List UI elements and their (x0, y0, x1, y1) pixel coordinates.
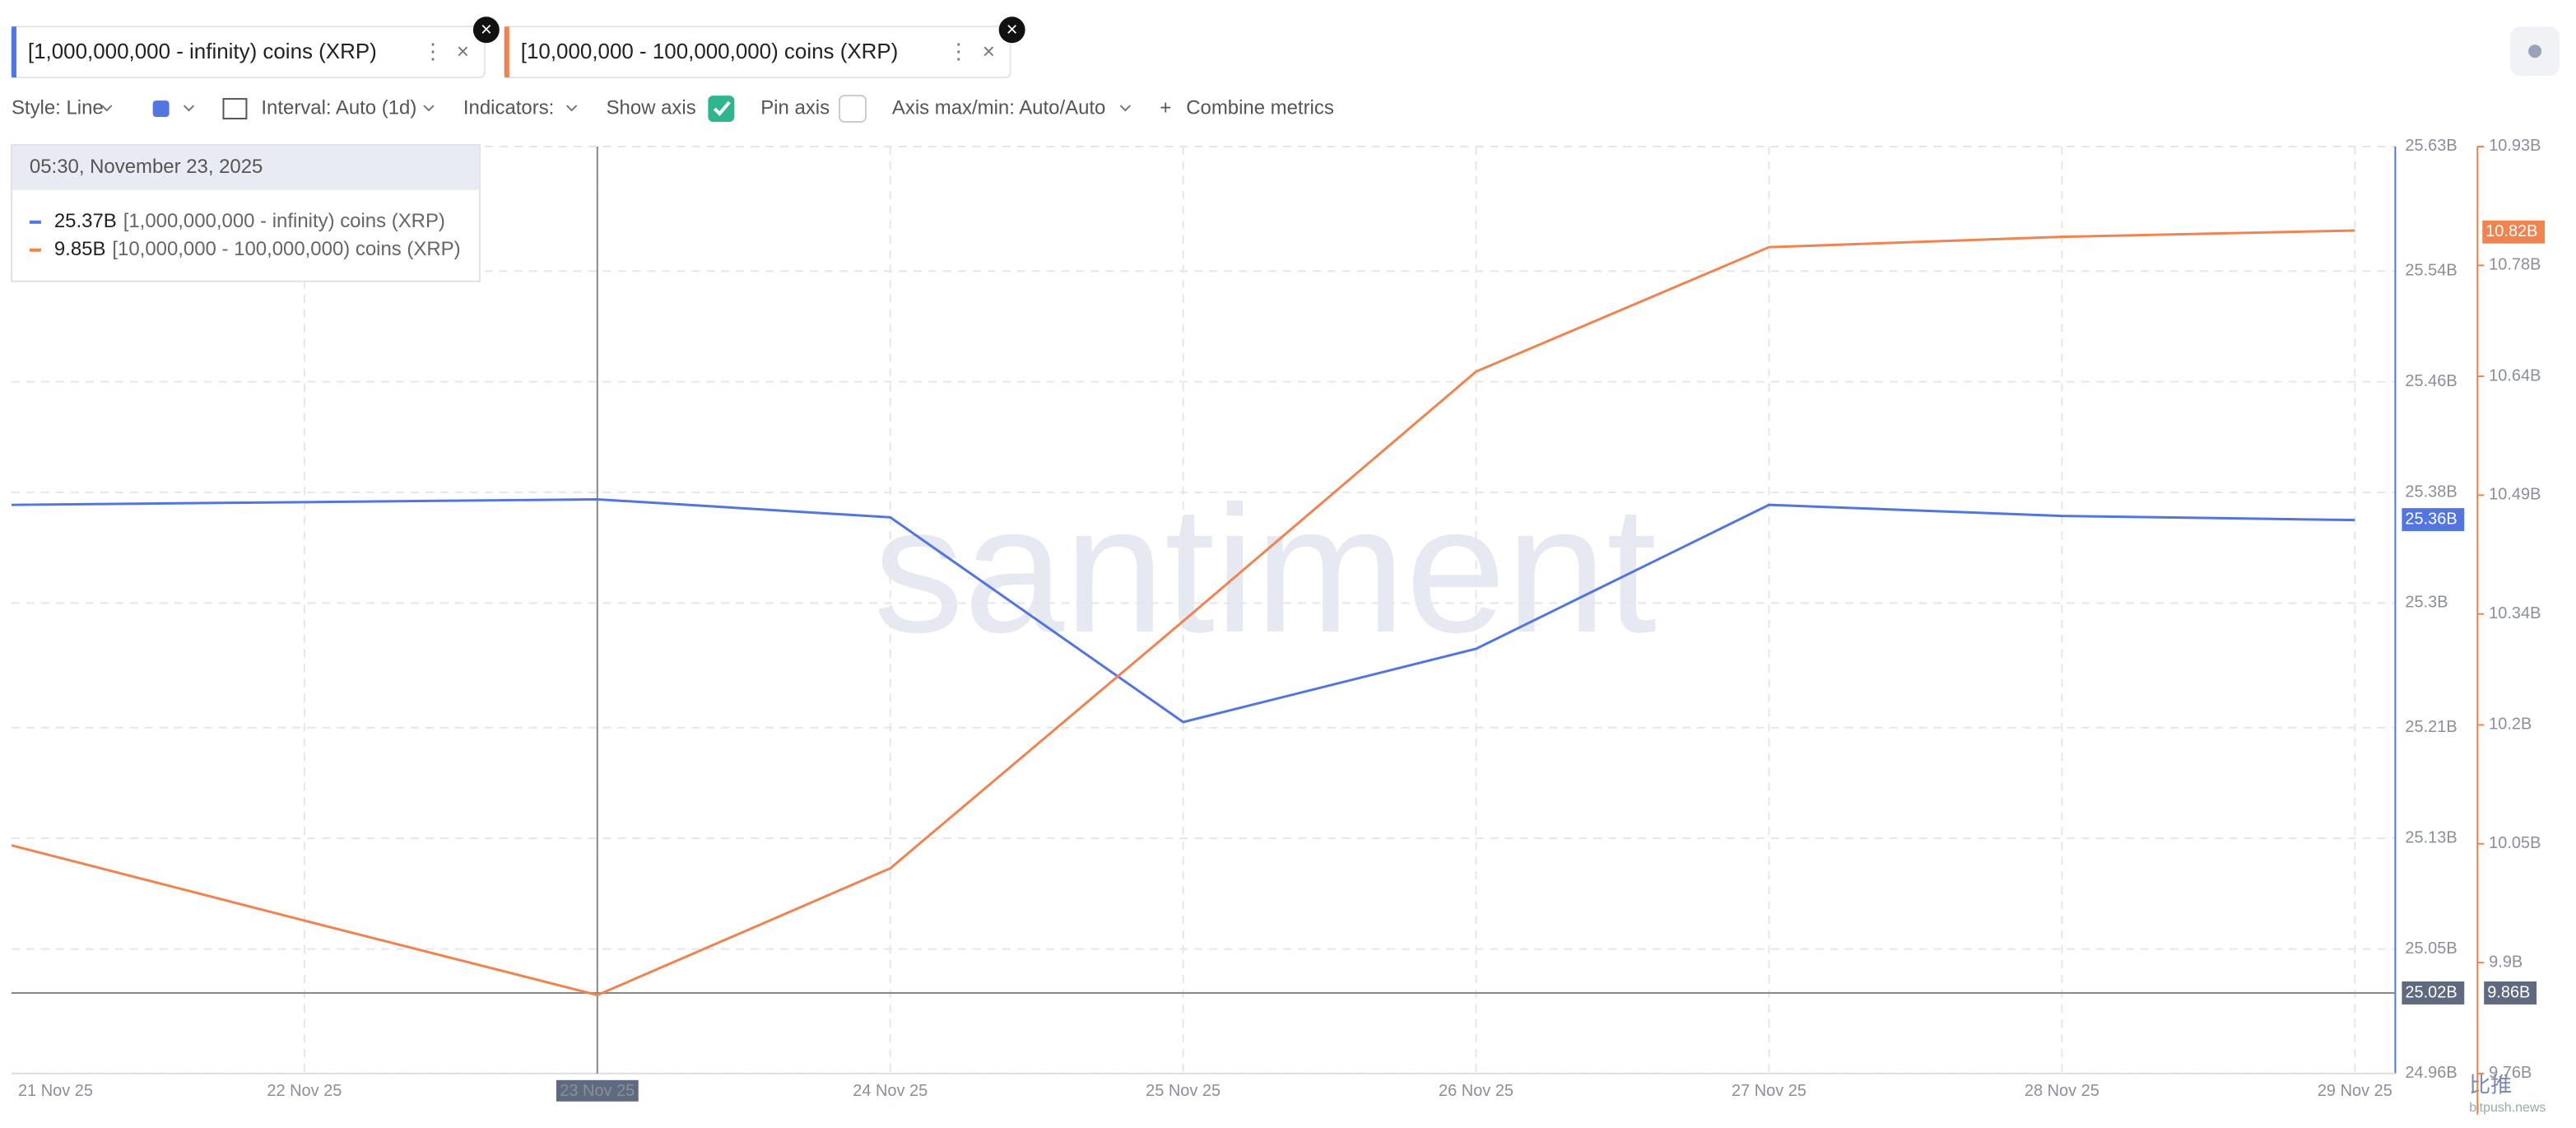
brand-url: bitpush.news (2469, 1101, 2546, 1115)
toolbar-item[interactable]: Pin axis (760, 96, 830, 119)
y2-tick-label: 9.76B (2489, 1064, 2532, 1082)
tab-close-x: × (481, 19, 492, 41)
tab-menu: ⋮ (422, 40, 444, 63)
y2-tick-label: 10.49B (2489, 486, 2541, 504)
x-tick-label: 28 Nov 25 (2025, 1082, 2099, 1100)
y-tick-label: 25.3B (2405, 594, 2448, 612)
toolbar-item[interactable]: Interval: Auto (1d) (261, 96, 416, 119)
y-tick-label: 24.96B (2405, 1064, 2457, 1082)
tooltip-date: 05:30, November 23, 2025 (30, 156, 263, 178)
x-tick-label: 29 Nov 25 (2318, 1082, 2392, 1100)
axis-value-label: 9.86B (2487, 983, 2530, 1001)
x-label-highlight (556, 1079, 639, 1102)
series-line (11, 497, 2355, 724)
interval-icon (222, 98, 248, 120)
toolbar-item[interactable]: Combine metrics (1186, 96, 1334, 119)
axis-value-label: 25.02B (2405, 983, 2457, 1001)
axis-value-box (2402, 981, 2465, 1004)
tooltip-header (12, 145, 479, 190)
axis-value-box (2482, 220, 2546, 244)
toolbar-item[interactable]: Style: Line (12, 96, 104, 119)
dropdown-caret (183, 105, 195, 112)
y2-tick-label: 10.93B (2489, 137, 2541, 155)
tab-label: [10,000,000 - 100,000,000) coins (XRP) (521, 40, 899, 63)
y-tick-label: 25.21B (2405, 718, 2457, 736)
y-tick-label: 25.46B (2405, 372, 2457, 390)
y2-tick-label: 10.78B (2489, 256, 2541, 274)
show-axis-checkbox[interactable] (708, 96, 735, 123)
axis-value-label: 10.82B (2485, 222, 2537, 240)
toolbar-item[interactable]: Show axis (607, 96, 696, 119)
x-tick-label: 21 Nov 25 (18, 1082, 93, 1100)
pin-axis-checkbox[interactable] (839, 95, 867, 124)
tab-close[interactable] (998, 16, 1025, 44)
axis-value-label: 25.36B (2405, 510, 2457, 528)
y-tick-label: 25.54B (2405, 261, 2457, 279)
tab-menu: ⋮ (948, 40, 969, 63)
x-tick-label: 26 Nov 25 (1439, 1082, 1514, 1100)
watermark: santiment (873, 468, 1657, 670)
x-tick-label: 25 Nov 25 (1146, 1082, 1221, 1100)
series-line (11, 229, 2355, 997)
y-tick-label: 25.63B (2405, 137, 2457, 155)
axis-value-box (2484, 981, 2537, 1004)
toolbar-item[interactable]: Axis max/min: Auto/Auto (892, 96, 1105, 119)
dropdown-caret (1119, 105, 1132, 112)
dropdown-caret (565, 105, 578, 112)
tab-remove[interactable]: × (457, 40, 469, 63)
x-tick-label: 27 Nov 25 (1732, 1082, 1806, 1100)
tab-label: [1,000,000,000 - infinity) coins (XRP) (28, 40, 377, 63)
dropdown-caret (423, 105, 435, 112)
brand: 比推 (2469, 1074, 2512, 1098)
y2-tick-label: 9.9B (2489, 953, 2523, 971)
y2-tick-label: 10.34B (2489, 604, 2541, 622)
y2-tick-label: 10.64B (2489, 366, 2541, 385)
x-tick-label: 24 Nov 25 (853, 1082, 928, 1100)
color-picker[interactable] (152, 100, 170, 118)
tab-close[interactable] (472, 16, 500, 44)
tab-close-x: × (1007, 19, 1018, 41)
y-tick-label: 25.13B (2405, 828, 2457, 846)
tab-remove[interactable]: × (983, 40, 995, 63)
tab-color-bar (11, 26, 16, 78)
axis-value-box (2402, 508, 2465, 532)
x-tick-label: 22 Nov 25 (267, 1082, 342, 1100)
tooltip-name: [1,000,000,000 - infinity) coins (XRP) (123, 210, 445, 232)
check (713, 100, 731, 116)
x-tick-label: 23 Nov 25 (560, 1082, 635, 1100)
tab-color-bar (504, 26, 509, 78)
y-tick-label: 25.05B (2405, 939, 2457, 958)
y2-tick-label: 10.05B (2489, 834, 2541, 852)
tooltip-name: [10,000,000 - 100,000,000) coins (XRP) (112, 238, 460, 260)
tooltip-value: 9.85B (54, 238, 106, 260)
tooltip-value: 25.37B (54, 210, 117, 232)
y2-tick-label: 10.2B (2489, 715, 2532, 734)
settings-dot (2528, 44, 2542, 58)
y-tick-label: 25.38B (2405, 482, 2457, 501)
plus-icon: + (1160, 96, 1171, 119)
dropdown-caret (101, 105, 113, 112)
toolbar-item[interactable]: Indicators: (463, 96, 554, 119)
